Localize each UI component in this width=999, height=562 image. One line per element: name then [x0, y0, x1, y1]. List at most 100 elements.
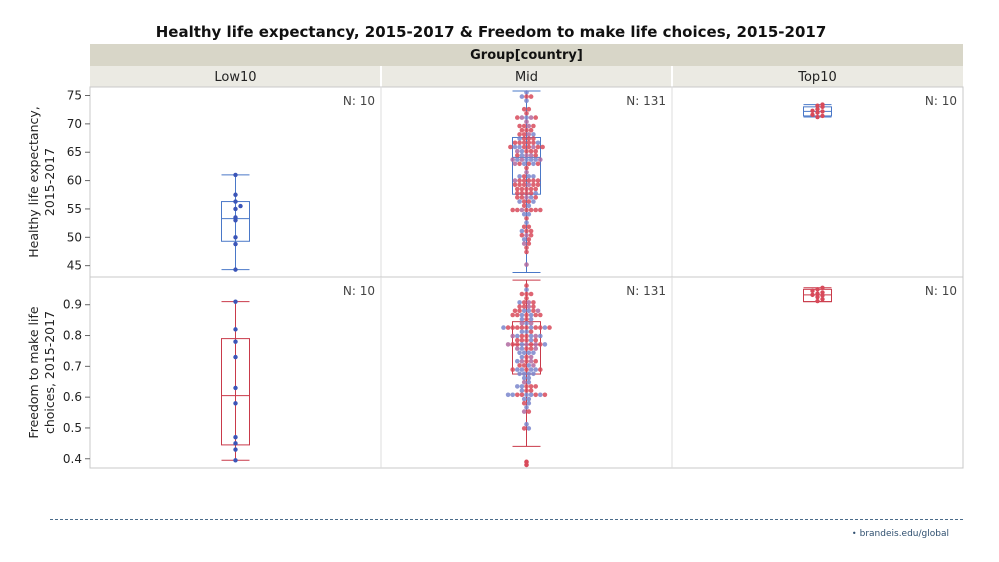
y-tick-label: 0.5	[63, 421, 82, 435]
data-point	[533, 312, 538, 318]
data-point	[517, 371, 522, 377]
data-point	[517, 123, 522, 129]
footer-link[interactable]: • brandeis.edu/global	[852, 529, 949, 539]
column-label-low10: Low10	[214, 70, 256, 85]
panel-row-frame	[89, 276, 964, 469]
data-point	[517, 304, 522, 309]
y-tick-label: 45	[67, 259, 82, 273]
data-point	[528, 186, 534, 192]
data-point	[533, 207, 538, 213]
data-point	[519, 232, 525, 238]
data-point	[521, 161, 527, 167]
data-point	[820, 102, 825, 107]
data-point	[531, 123, 536, 129]
data-point	[540, 144, 545, 150]
chart-title: Healthy life expectancy, 2015-2017 & Fre…	[156, 23, 827, 41]
data-point	[528, 337, 534, 343]
data-point	[515, 358, 520, 364]
data-point	[547, 325, 552, 330]
panel-low10: N: 10	[221, 94, 375, 272]
data-point	[524, 157, 529, 162]
data-point	[533, 190, 538, 196]
data-point	[515, 333, 520, 339]
data-point	[528, 346, 534, 351]
data-point	[820, 296, 825, 302]
data-point	[820, 293, 825, 298]
data-point	[524, 165, 529, 171]
y-axis-label-0: Healthy life expectancy,2015-2017	[26, 106, 57, 258]
outlier-point	[524, 459, 529, 465]
data-point	[505, 342, 511, 347]
data-point	[524, 115, 529, 120]
y-axis-label-line: Freedom to make life	[26, 306, 41, 438]
data-point	[528, 115, 534, 120]
data-point	[521, 400, 527, 406]
panel-mid: N: 131	[501, 279, 666, 468]
data-point	[526, 304, 532, 309]
n-label: N: 10	[925, 94, 957, 108]
data-point	[531, 144, 536, 150]
data-point	[519, 207, 525, 213]
data-point	[526, 409, 532, 414]
data-point	[233, 339, 238, 344]
row-1: 0.4 0.5 0.6 0.7 0.8 0.9 Freedom to make lifech…	[26, 276, 964, 469]
data-point	[519, 342, 525, 347]
data-point	[519, 354, 525, 360]
data-point	[515, 346, 520, 351]
data-point	[535, 161, 541, 167]
data-point	[510, 333, 515, 339]
data-point	[531, 371, 536, 377]
data-point	[510, 367, 515, 372]
data-point	[519, 153, 525, 158]
data-point	[538, 312, 543, 318]
data-point	[526, 161, 532, 167]
data-point	[526, 241, 532, 246]
data-point	[515, 207, 520, 213]
data-point	[233, 199, 238, 204]
data-point	[533, 346, 538, 351]
data-point	[815, 114, 820, 120]
data-point	[533, 358, 538, 364]
data-point	[526, 400, 532, 406]
column-header-top10	[672, 66, 963, 87]
data-point	[524, 337, 529, 343]
data-point	[528, 153, 534, 158]
data-point	[521, 224, 527, 230]
data-point	[521, 211, 527, 217]
data-point	[519, 384, 525, 389]
data-point	[501, 325, 506, 330]
data-point	[524, 291, 529, 297]
data-point	[815, 291, 820, 296]
data-point	[524, 321, 529, 326]
data-point	[533, 148, 538, 154]
data-point	[524, 325, 529, 330]
data-point	[233, 354, 238, 360]
data-point	[515, 195, 520, 200]
data-point	[528, 325, 534, 330]
data-point	[515, 312, 520, 318]
data-point	[528, 329, 534, 335]
y-tick-label: 65	[67, 145, 82, 159]
data-point	[524, 421, 529, 427]
data-point	[524, 354, 529, 360]
data-point	[531, 136, 536, 141]
data-point	[519, 291, 525, 297]
data-point	[538, 342, 543, 347]
data-point	[519, 316, 525, 322]
data-point	[517, 136, 522, 141]
data-point	[515, 392, 520, 398]
data-point	[521, 371, 527, 377]
data-point	[515, 190, 520, 196]
panel-top10: N: 10	[803, 94, 957, 120]
data-point	[528, 127, 534, 133]
data-point	[521, 136, 527, 141]
data-point	[815, 110, 820, 115]
data-point	[526, 178, 532, 183]
data-point	[515, 157, 520, 162]
data-point	[531, 300, 536, 305]
data-point	[526, 379, 532, 385]
data-point	[535, 178, 541, 183]
data-point	[538, 367, 543, 372]
data-point	[517, 161, 522, 167]
data-point	[533, 333, 538, 339]
